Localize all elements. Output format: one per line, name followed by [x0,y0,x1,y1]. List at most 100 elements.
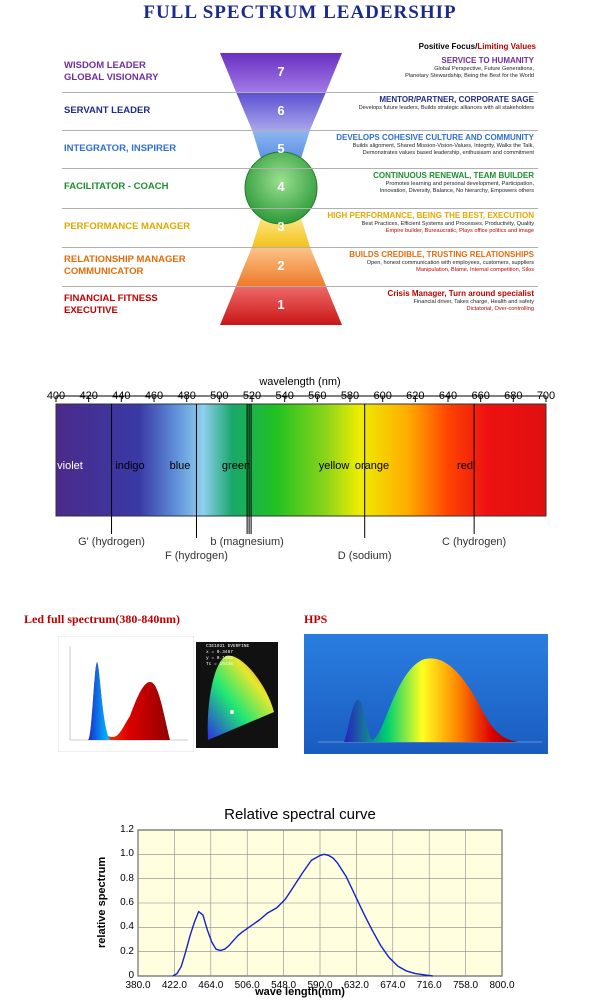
level-5-detail: Demonstrates values based leadership, en… [362,150,534,156]
level-7-detail: Global Perspective, Future Generations, [434,66,534,72]
x-tick-label: 548.0 [271,980,297,991]
level-6-focus: MENTOR/PARTNER, CORPORATE SAGE [379,95,534,104]
level-4-focus: CONTINUOUS RENEWAL, TEAM BUILDER [373,171,534,180]
level-1-title: FINANCIAL FITNESS EXECUTIVE [64,293,158,317]
level-3-number: 3 [277,219,285,234]
y-tick-label: 0.4 [120,921,134,933]
spectrum-axis-title: wavelength (nm) [259,376,341,388]
absorption-line-label: F (hydrogen) [164,550,228,562]
positive-focus-label: Positive Focus/ [418,42,478,51]
level-6-detail: Develops future leaders, Builds strategi… [358,105,534,111]
relative-spectral-chart [137,829,503,977]
x-tick-label: 800.0 [489,980,515,991]
divider [62,208,538,209]
level-7-focus: SERVICE TO HUMANITY [441,56,534,65]
x-tick-label: 422.0 [161,980,187,991]
y-tick-label: 0.6 [120,897,134,908]
level-2-title-line: RELATIONSHIP MANAGER [64,254,186,265]
cie-title: CIE1931 EVERFINE [206,644,250,649]
y-tick-label: 0 [128,970,134,981]
spectral-curve-line [172,853,433,977]
divider [62,130,538,131]
hps-title: HPS [304,612,328,626]
color-band-label: indigo [115,460,145,472]
limiting-values-label: Limiting Values [477,42,536,51]
level-2-focus: BUILDS CREDIBLE, TRUSTING RELATIONSHIPS [349,250,534,259]
level-7-detail: Planetary Stewardship, Being the Best fo… [405,73,534,79]
cie-x: x = 0.3467 [206,650,234,655]
level-4-detail: Promotes learning and personal developme… [385,181,534,187]
level-7-title-line: WISDOM LEADER [64,60,146,71]
color-band-label: red [457,460,473,472]
level-7-number: 7 [277,64,285,79]
spectrum-bar [55,403,547,517]
level-6-title-line: SERVANT LEADER [64,105,151,116]
level-2-limiting: Manipulation, Blame, Internal competitio… [416,267,534,273]
level-6-description: MENTOR/PARTNER, CORPORATE SAGE Develops f… [274,95,534,112]
level-6-band [236,92,326,130]
led-title: Led full spectrum(380-840nm) [24,612,180,626]
level-2-description: BUILDS CREDIBLE, TRUSTING RELATIONSHIPS O… [274,250,534,274]
level-6-title: SERVANT LEADER [64,105,150,117]
x-axis-label: wave length(mm) [255,986,345,998]
x-tick-label: 506.0 [234,980,260,991]
absorption-line-label: D (sodium) [337,550,392,562]
level-1-focus: Crisis Manager, Turn around specialist [387,289,534,298]
cie-chromaticity-thumbnail [196,642,278,748]
level-1-detail: Financial driver, Takes charge, Health a… [413,299,534,305]
color-band-label: yellow [318,460,350,472]
level-2-title: RELATIONSHIP MANAGER COMMUNICATOR [64,254,186,278]
hourglass-graphic [220,53,342,325]
x-tick-label: 716.0 [416,980,442,991]
divider [62,168,538,169]
divider [62,247,538,248]
level-5-description: DEVELOPS COHESIVE CULTURE AND COMMUNITY B… [274,133,534,157]
absorption-line-label: G' (hydrogen) [78,536,145,548]
level-4-detail: Innovation, Diversity, Balance, No hiera… [379,188,534,194]
focus-header: Positive Focus/Limiting Values [419,42,536,51]
absorption-line-label: C (hydrogen) [442,536,507,548]
cie-y: y = 0.1652 [206,656,234,661]
y-tick-label: 1.0 [120,848,134,860]
x-tick-label: 380.0 [125,980,151,991]
color-band-label: violet [57,460,83,472]
level-2-detail: Open, honest communication with employee… [366,260,534,266]
level-1-title-line: EXECUTIVE [64,305,118,316]
y-axis-label: relative spectrum [96,856,108,948]
level-7-title: WISDOM LEADER GLOBAL VISIONARY [64,60,158,84]
level-2-band [236,247,326,286]
level-7-title-line: GLOBAL VISIONARY [64,72,159,83]
led-spectrum-thumbnail [58,636,194,752]
x-tick-label: 590.0 [307,980,333,991]
level-3-title: PERFORMANCE MANAGER [64,221,190,233]
level-5-title-line: INTEGRATOR, INSPIRER [64,143,177,154]
y-tick-label: 0.8 [120,872,134,884]
color-band-label: orange [354,460,390,472]
x-tick-label: 674.0 [380,980,406,991]
hps-spectrum-thumbnail [304,634,548,754]
level-1-title-line: FINANCIAL FITNESS [64,293,158,304]
rel-chart-title: Relative spectral curve [224,806,376,823]
y-tick-label: 0.2 [120,945,134,957]
level-2-title-line: COMMUNICATOR [64,266,144,277]
level-3-detail: Best Practices, Efficient Systems and Pr… [361,221,534,227]
x-tick-label: 464.0 [198,980,224,991]
y-tick-label: 1.2 [120,824,134,835]
color-band-label: green [221,460,251,472]
level-4-title: FACILITATOR - COACH [64,181,169,193]
level-7-description: SERVICE TO HUMANITY Global Perspective, F… [274,56,534,80]
divider [62,286,538,287]
x-tick-label: 632.0 [343,980,369,991]
level-1-band [220,286,342,325]
level-3-description: HIGH PERFORMANCE, BEING THE BEST, EXECUT… [274,211,534,235]
level-3-focus: HIGH PERFORMANCE, BEING THE BEST, EXECUT… [327,211,534,220]
level-1-number: 1 [277,297,285,312]
level-5-focus: DEVELOPS COHESIVE CULTURE AND COMMUNITY [336,133,534,142]
level-6-number: 6 [277,103,285,118]
level-2-number: 2 [277,258,285,273]
cie-tc: Tc = 15436 [206,662,234,667]
level-5-detail: Builds alignment, Shared Mission-Vision-… [352,143,534,149]
cie-readout: CIE1931 EVERFINE x = 0.3467 y = 0.1652 T… [206,644,249,668]
absorption-line-label: b (magnesium) [210,536,284,548]
leadership-title: FULL SPECTRUM LEADERSHIP [143,2,457,23]
